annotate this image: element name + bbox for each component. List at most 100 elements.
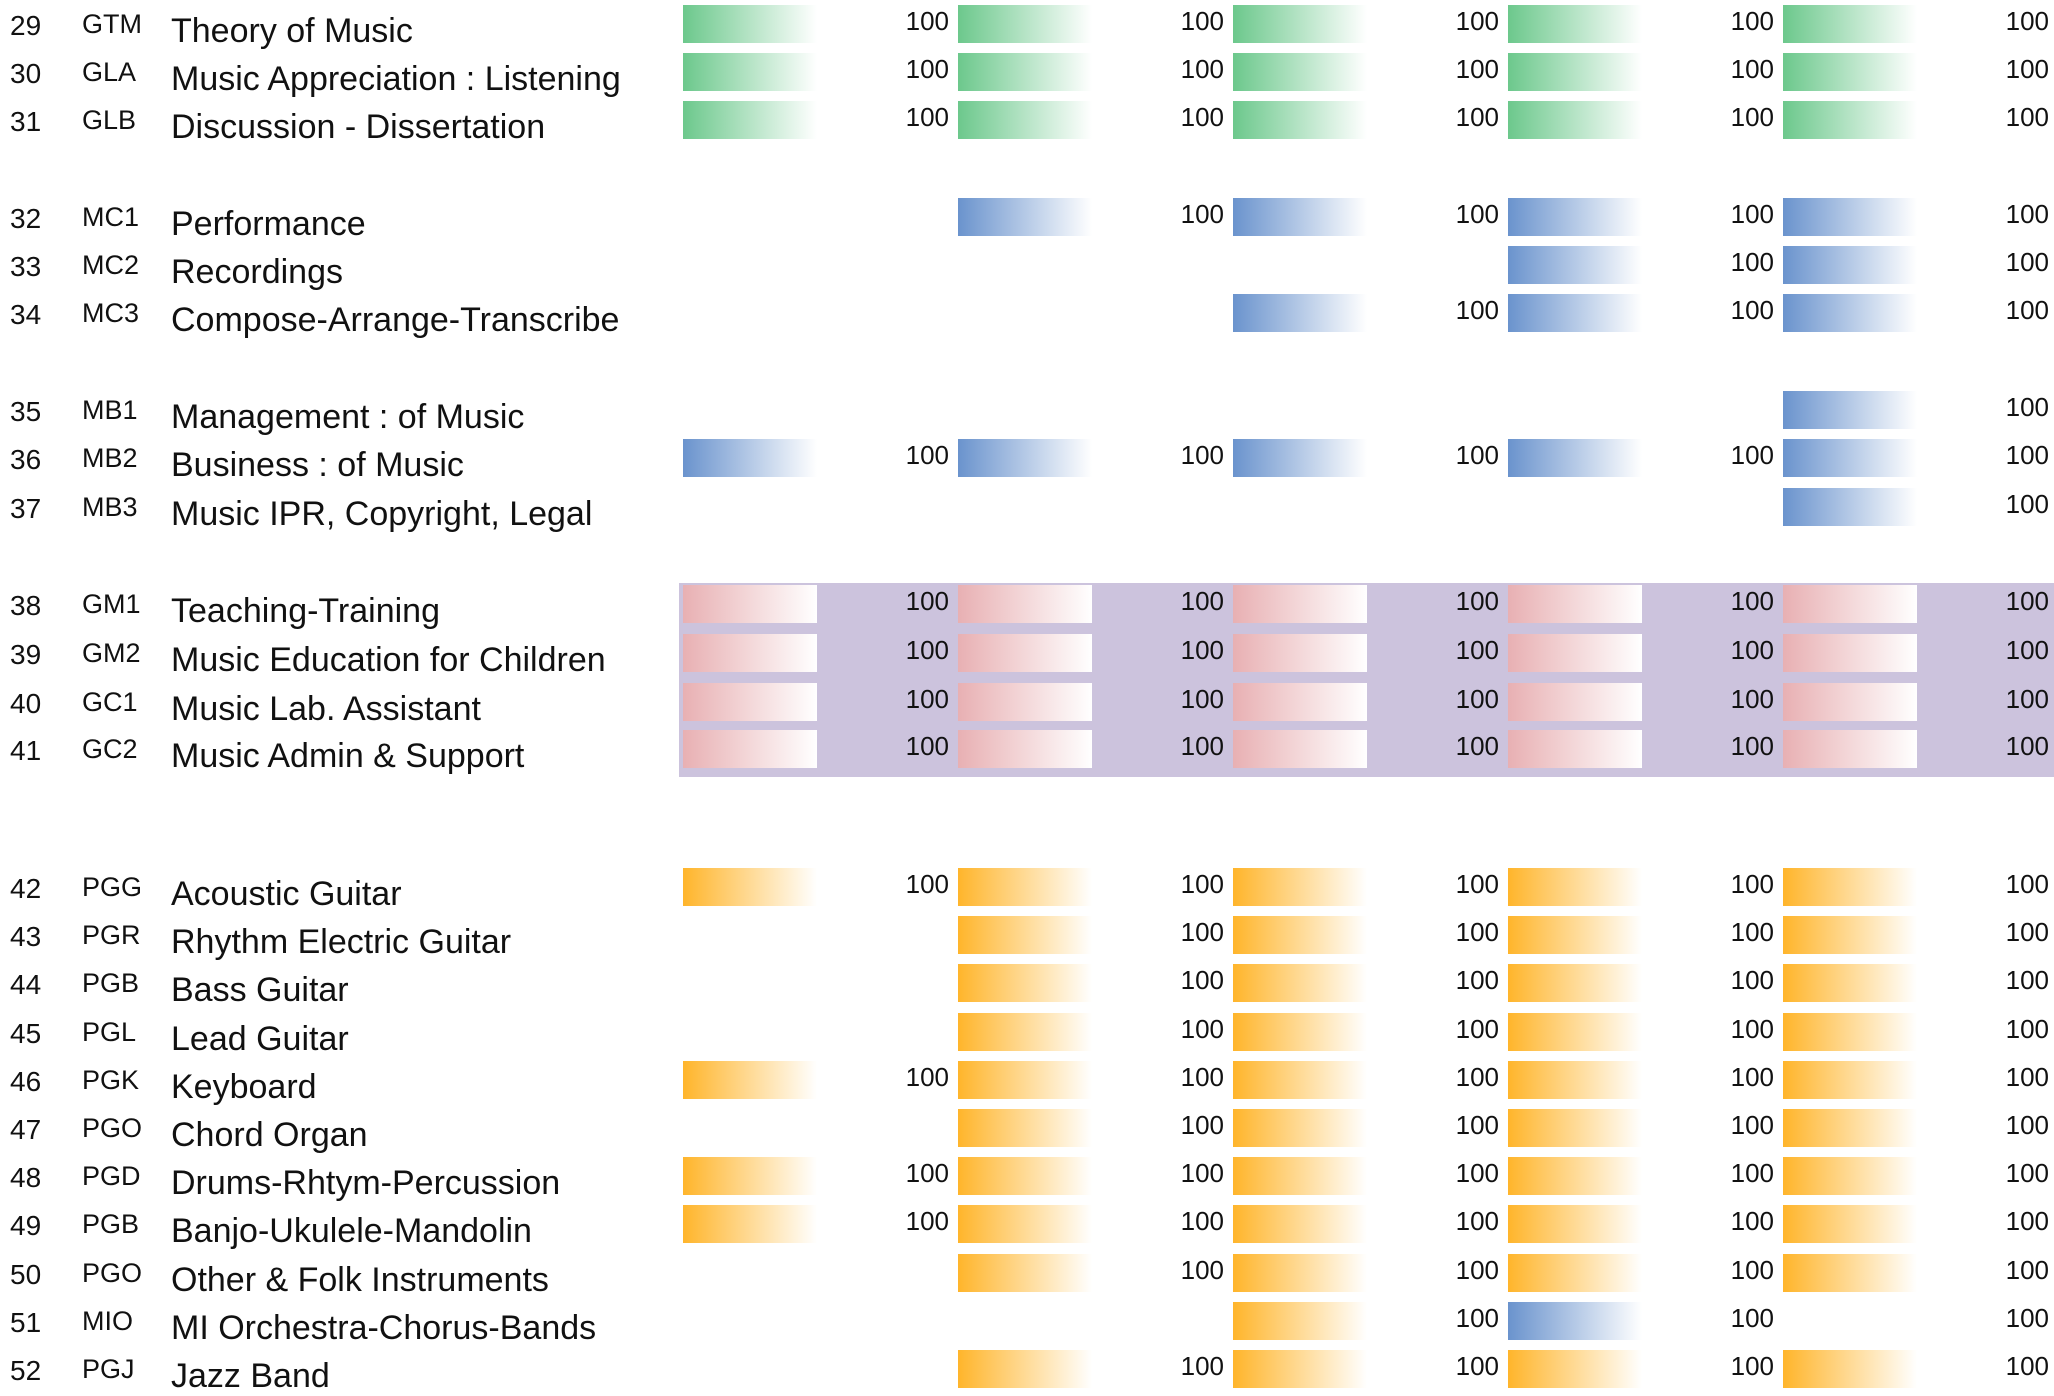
table-row[interactable]: 34 MC3 Compose-Arrange-Transcribe 100 100 100 [0, 289, 2054, 339]
course-title: Banjo-Ukulele-Mandolin [171, 1212, 532, 1250]
cell-value: 100 [1455, 917, 1499, 947]
cell-value: 100 [2005, 392, 2049, 422]
data-bar-green [1783, 5, 1917, 43]
row-number: 51 [10, 1307, 42, 1338]
table-row[interactable]: 32 MC1 Performance 100 100 100 100 [0, 193, 2054, 243]
cell-value: 100 [1730, 917, 1774, 947]
course-title: Management : of Music [171, 398, 525, 436]
data-bar-pink [1233, 683, 1367, 721]
data-bar-pink [958, 585, 1092, 623]
course-title: Discussion - Dissertation [171, 108, 546, 146]
data-bar-orange [1508, 964, 1642, 1002]
data-bar-orange [1508, 1350, 1642, 1388]
data-bar-green [683, 101, 817, 139]
course-code: GM1 [82, 589, 141, 619]
data-bar-pink [1233, 730, 1367, 768]
data-bar-blue [1508, 294, 1642, 332]
course-code: GLA [82, 57, 137, 87]
row-number: 39 [10, 639, 42, 670]
cell-value: 100 [905, 1206, 949, 1236]
cell-value: 100 [1455, 869, 1499, 899]
table-row[interactable]: 33 MC2 Recordings 100 100 [0, 241, 2054, 291]
data-bar-blue [1783, 488, 1917, 526]
data-bar-orange [958, 1350, 1092, 1388]
cell-value: 100 [1455, 635, 1499, 665]
row-number: 35 [10, 396, 42, 427]
cell-value: 100 [1180, 684, 1224, 714]
course-code: MC2 [82, 250, 140, 280]
cell-value: 100 [1180, 6, 1224, 36]
table-row[interactable]: 30 GLA Music Appreciation : Listening 100 10… [0, 48, 2054, 98]
cell-value: 100 [1730, 1158, 1774, 1188]
row-number: 42 [10, 873, 42, 904]
data-bar-green [1508, 53, 1642, 91]
cell-value: 100 [905, 102, 949, 132]
cell-value: 100 [1730, 1351, 1774, 1381]
table-row[interactable]: 52 PGJ Jazz Band 100 100 100 100 [0, 1345, 2054, 1395]
data-bar-blue [1783, 294, 1917, 332]
data-bar-green [1508, 5, 1642, 43]
course-title: Business : of Music [171, 446, 464, 484]
row-number: 32 [10, 203, 42, 234]
row-number: 29 [10, 10, 42, 41]
table-row[interactable]: 42 PGG Acoustic Guitar 100 100 100 100 100 [0, 863, 2054, 913]
data-bar-blue [1508, 246, 1642, 284]
cell-value: 100 [1455, 440, 1499, 470]
cell-value: 100 [2005, 1351, 2049, 1381]
row-number: 33 [10, 251, 42, 282]
data-bar-pink [1508, 634, 1642, 672]
data-bar-orange [1783, 1205, 1917, 1243]
cell-value: 100 [1180, 965, 1224, 995]
row-number: 31 [10, 106, 42, 137]
data-bar-blue [958, 439, 1092, 477]
cell-value: 100 [1455, 1351, 1499, 1381]
row-number: 52 [10, 1355, 42, 1386]
table-row[interactable]: 49 PGB Banjo-Ukulele-Mandolin 100 100 100 100 1… [0, 1200, 2054, 1250]
data-bar-orange [1783, 964, 1917, 1002]
course-title: Keyboard [171, 1068, 317, 1106]
cell-value: 100 [1730, 54, 1774, 84]
data-bar-blue [1783, 439, 1917, 477]
data-bar-green [958, 101, 1092, 139]
data-bar-orange [1233, 1061, 1367, 1099]
table-row[interactable]: 43 PGR Rhythm Electric Guitar 100 100 100 100 [0, 911, 2054, 961]
table-row[interactable]: 36 MB2 Business : of Music 100 100 100 100 100 [0, 434, 2054, 484]
table-row[interactable]: 48 PGD Drums-Rhtym-Percussion 100 100 100 100 1… [0, 1152, 2054, 1202]
cell-value: 100 [1180, 1206, 1224, 1236]
course-code: MB1 [82, 395, 138, 425]
data-bar-orange [1783, 868, 1917, 906]
table-row[interactable]: 29 GTM Theory of Music 100 100 100 100 100 [0, 0, 2054, 50]
row-number: 30 [10, 58, 42, 89]
table-row[interactable]: 35 MB1 Management : of Music 100 [0, 386, 2054, 436]
course-title: Bass Guitar [171, 971, 349, 1009]
data-bar-orange [958, 964, 1092, 1002]
cell-value: 100 [1455, 199, 1499, 229]
table-row[interactable]: 50 PGO Other & Folk Instruments 100 100 100 10… [0, 1249, 2054, 1299]
data-bar-green [683, 53, 817, 91]
table-row[interactable]: 51 MIO MI Orchestra-Chorus-Bands 100 100 100 [0, 1297, 2054, 1347]
table-row[interactable]: 45 PGL Lead Guitar 100 100 100 100 [0, 1008, 2054, 1058]
table-row[interactable]: 37 MB3 Music IPR, Copyright, Legal 100 [0, 483, 2054, 533]
table-row[interactable]: 47 PGO Chord Organ 100 100 100 100 [0, 1104, 2054, 1154]
course-code: MC3 [82, 298, 140, 328]
data-bar-green [958, 53, 1092, 91]
data-bar-orange [1783, 1350, 1917, 1388]
table-row[interactable]: 31 GLB Discussion - Dissertation 100 100 100 1… [0, 96, 2054, 146]
table-row[interactable]: 46 PGK Keyboard 100 100 100 100 100 [0, 1056, 2054, 1106]
data-bar-orange [958, 1157, 1092, 1195]
data-bar-orange [683, 1157, 817, 1195]
cell-value: 100 [1730, 199, 1774, 229]
cell-value: 100 [2005, 54, 2049, 84]
course-title: Other & Folk Instruments [171, 1261, 549, 1299]
table-row[interactable]: 38 GM1 Teaching-Training 100 100 100 100 100 [0, 580, 2054, 630]
table-row[interactable]: 44 PGB Bass Guitar 100 100 100 100 [0, 959, 2054, 1009]
cell-value: 100 [1180, 917, 1224, 947]
data-bar-orange [683, 1205, 817, 1243]
table-row[interactable]: 41 GC2 Music Admin & Support 100 100 100 100 10… [0, 725, 2054, 775]
course-title: Theory of Music [171, 12, 413, 50]
table-row[interactable]: 39 GM2 Music Education for Children 100 100 1… [0, 629, 2054, 679]
data-bar-orange [1233, 1157, 1367, 1195]
cell-value: 100 [2005, 1014, 2049, 1044]
table-row[interactable]: 40 GC1 Music Lab. Assistant 100 100 100 100 100 [0, 678, 2054, 728]
course-title: Compose-Arrange-Transcribe [171, 301, 620, 339]
